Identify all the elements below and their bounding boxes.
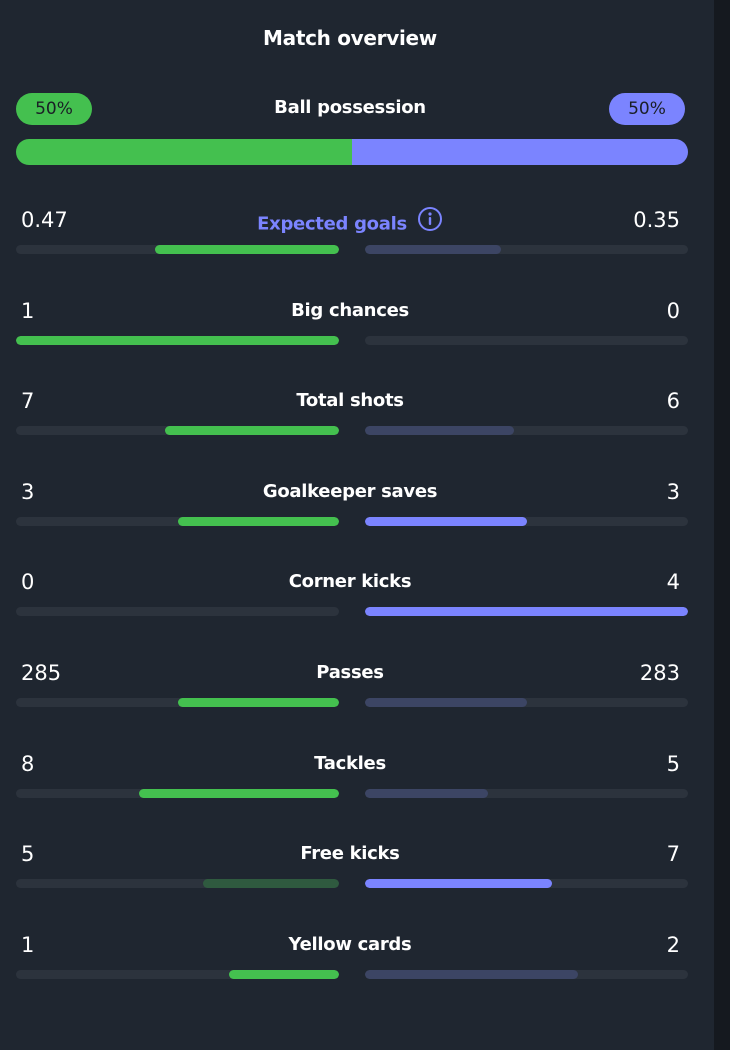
- stat-label: Goalkeeper saves: [0, 480, 700, 504]
- home-stat-value: 7: [21, 389, 35, 413]
- stat-label-text: Total shots: [296, 390, 404, 411]
- home-stat-bar-fill: [16, 336, 339, 345]
- home-stat-value: 285: [21, 661, 62, 685]
- home-possession-pill: 50%: [16, 93, 92, 125]
- stat-row: 0.47 Expected goals 0.35: [0, 207, 700, 277]
- stat-label-text: Big chances: [291, 300, 409, 321]
- stat-row: 5 Free kicks 7: [0, 841, 700, 911]
- stat-label-text: Goalkeeper saves: [262, 481, 438, 502]
- home-stat-bar-fill: [177, 698, 339, 707]
- home-stat-bar-track: [16, 245, 339, 254]
- possession-bar-home: [16, 139, 352, 165]
- match-overview-panel: Match overview 50% Ball possession 50% 0…: [0, 26, 700, 1002]
- scrollbar-track[interactable]: [714, 0, 730, 1050]
- away-stat-bar-track: [365, 607, 688, 616]
- info-icon[interactable]: [417, 206, 443, 239]
- away-stat-bar-fill: [365, 245, 501, 254]
- home-stat-bar-track: [16, 698, 339, 707]
- stat-label-text: Passes: [316, 662, 384, 683]
- away-stat-bar-fill: [365, 789, 488, 798]
- away-stat-value: 2: [666, 933, 680, 957]
- home-stat-value: 0: [21, 570, 35, 594]
- stat-label: Corner kicks: [0, 570, 700, 594]
- stat-row: 3 Goalkeeper saves 3: [0, 479, 700, 549]
- home-stat-bar-fill: [138, 789, 339, 798]
- away-stat-value: 283: [639, 661, 680, 685]
- away-stat-bar-track: [365, 336, 688, 345]
- stat-label: Free kicks: [0, 842, 700, 866]
- home-stat-bar-fill: [229, 970, 339, 979]
- home-stat-bar-fill: [154, 245, 339, 254]
- away-stat-bar-track: [365, 789, 688, 798]
- home-stat-bar-track: [16, 879, 339, 888]
- stat-row: 285 Passes 283: [0, 660, 700, 730]
- away-stat-bar-fill: [365, 517, 527, 526]
- stat-label-text: Tackles: [314, 753, 386, 774]
- home-stat-bar-fill: [164, 426, 339, 435]
- away-stat-bar-track: [365, 698, 688, 707]
- away-stat-value: 6: [666, 389, 680, 413]
- away-possession-pill: 50%: [609, 93, 685, 125]
- away-stat-value: 7: [666, 842, 680, 866]
- home-stat-bar-track: [16, 426, 339, 435]
- home-stat-value: 5: [21, 842, 35, 866]
- home-stat-value: 0.47: [21, 208, 68, 232]
- stat-label[interactable]: Expected goals: [0, 206, 700, 241]
- stat-row: 7 Total shots 6: [0, 388, 700, 458]
- away-stat-bar-track: [365, 426, 688, 435]
- possession-bar-away: [352, 139, 688, 165]
- home-stat-value: 1: [21, 299, 35, 323]
- away-stat-value: 3: [666, 480, 680, 504]
- away-stat-value: 5: [666, 752, 680, 776]
- away-stat-bar-fill: [365, 607, 688, 616]
- home-stat-bar-track: [16, 970, 339, 979]
- away-stat-value: 0: [666, 299, 680, 323]
- home-stat-bar-fill: [177, 517, 339, 526]
- away-stat-bar-fill: [365, 970, 579, 979]
- home-stat-bar-track: [16, 336, 339, 345]
- panel-title: Match overview: [263, 26, 437, 50]
- away-stat-value: 0.35: [633, 208, 680, 232]
- away-stat-bar-track: [365, 879, 688, 888]
- stat-label: Total shots: [0, 389, 700, 413]
- stat-label-text: Expected goals: [257, 213, 407, 235]
- home-stat-value: 1: [21, 933, 35, 957]
- stat-label: Yellow cards: [0, 933, 700, 957]
- stat-label-text: Free kicks: [300, 843, 400, 864]
- home-stat-bar-fill: [203, 879, 339, 888]
- away-stat-bar-track: [365, 517, 688, 526]
- stat-label-text: Corner kicks: [288, 571, 412, 592]
- stat-label: Big chances: [0, 299, 700, 323]
- home-stat-value: 8: [21, 752, 35, 776]
- stat-row: 1 Big chances 0: [0, 298, 700, 368]
- home-stat-bar-track: [16, 517, 339, 526]
- away-stat-value: 4: [666, 570, 680, 594]
- stat-label: Tackles: [0, 752, 700, 776]
- stat-label: Passes: [0, 661, 700, 685]
- away-stat-bar-fill: [365, 426, 514, 435]
- away-stat-bar-fill: [365, 879, 553, 888]
- stat-row: 8 Tackles 5: [0, 751, 700, 821]
- home-stat-bar-track: [16, 789, 339, 798]
- away-stat-bar-track: [365, 970, 688, 979]
- possession-label: Ball possession: [274, 97, 426, 118]
- home-stat-value: 3: [21, 480, 35, 504]
- away-stat-bar-track: [365, 245, 688, 254]
- stat-label-text: Yellow cards: [288, 934, 412, 955]
- possession-bar: [16, 139, 688, 165]
- stat-row: 0 Corner kicks 4: [0, 569, 700, 639]
- away-stat-bar-fill: [365, 698, 527, 707]
- home-stat-bar-track: [16, 607, 339, 616]
- stat-row: 1 Yellow cards 2: [0, 932, 700, 1002]
